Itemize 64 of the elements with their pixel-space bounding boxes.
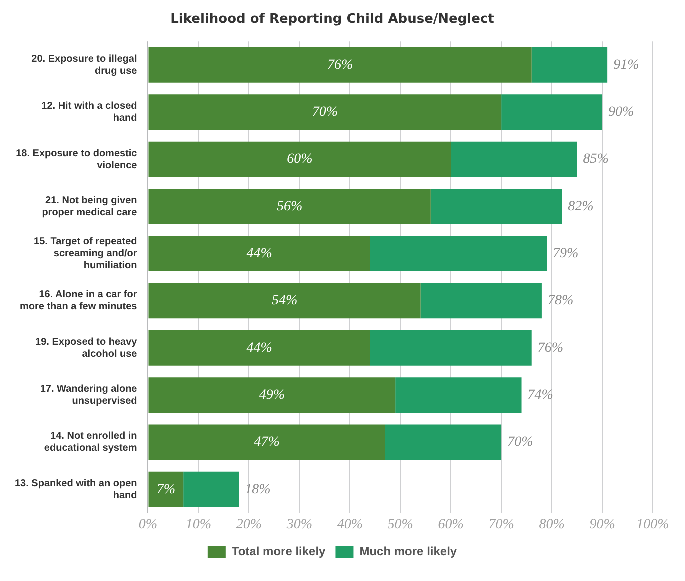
- bar: [148, 142, 452, 178]
- x-tick-label: 80%: [539, 517, 565, 532]
- y-tick-label: 14. Not enrolled in educational system: [44, 431, 138, 454]
- bar: [370, 330, 532, 366]
- x-tick-label: 20%: [236, 517, 262, 532]
- total-label: 82%: [568, 199, 594, 214]
- bar: [532, 47, 608, 83]
- bar: [148, 472, 184, 508]
- total-label: 70%: [508, 435, 534, 450]
- y-tick-label: 20. Exposure to illegal drug use: [32, 54, 138, 77]
- y-tick-label: 15. Target of repeated screaming and/or humiliation: [34, 236, 138, 272]
- total-label: 76%: [538, 340, 564, 356]
- data-label: 56%: [276, 199, 303, 214]
- legend-label: Much more likely: [360, 544, 458, 558]
- x-tick-label: 50%: [388, 517, 414, 532]
- total-label: 78%: [548, 294, 574, 309]
- total-label: 79%: [553, 246, 579, 262]
- bar: [148, 378, 396, 413]
- x-tick-label: 10%: [186, 517, 212, 532]
- total-label: 91%: [614, 58, 640, 73]
- bar: [148, 283, 421, 319]
- x-tick-label: 90%: [590, 517, 616, 532]
- bar: [385, 424, 502, 460]
- bar: [184, 472, 240, 508]
- x-tick-label: 70%: [488, 517, 514, 532]
- x-tick-label: 0%: [138, 517, 158, 532]
- data-label: 60%: [287, 152, 313, 168]
- bar: [396, 378, 522, 413]
- bar: [148, 94, 502, 130]
- data-label: 54%: [272, 294, 298, 309]
- bar: [502, 94, 603, 130]
- total-label: 74%: [528, 388, 554, 403]
- y-tick-label: 16. Alone in a car for more than a few minutes: [20, 290, 138, 313]
- data-label: 47%: [254, 435, 280, 450]
- data-label: 44%: [246, 246, 272, 262]
- data-label: 7%: [156, 482, 176, 498]
- data-label: 49%: [259, 388, 285, 403]
- y-tick-label: 12. Hit with a closed hand: [42, 101, 138, 124]
- data-label: 70%: [312, 105, 338, 120]
- bar: [148, 424, 386, 460]
- bar: [148, 330, 370, 366]
- x-tick-label: 30%: [286, 517, 313, 532]
- y-tick-label: 18. Exposure to domestic violence: [16, 148, 138, 172]
- bar: [430, 188, 562, 224]
- bar: [148, 236, 370, 272]
- x-tick-label: 100%: [636, 517, 670, 532]
- bar: [148, 47, 532, 83]
- chart-title: Likelihood of Reporting Child Abuse/Neglect: [170, 12, 494, 28]
- legend-label: Total more likely: [232, 544, 326, 558]
- total-label: 85%: [583, 152, 609, 168]
- y-tick-label: 21. Not being given proper medical care: [42, 195, 138, 218]
- data-label: 44%: [246, 340, 272, 356]
- y-tick-label: 19. Exposed to heavy alcohol use: [36, 336, 138, 360]
- bar: [148, 188, 431, 224]
- data-label: 76%: [327, 58, 354, 73]
- total-label: 90%: [608, 105, 634, 120]
- bar: [451, 142, 578, 178]
- total-label: 18%: [245, 482, 271, 498]
- x-tick-label: 60%: [438, 517, 464, 532]
- bar: [420, 283, 542, 319]
- x-tick-label: 40%: [337, 517, 363, 532]
- y-tick-label: 13. Spanked with an open hand: [14, 478, 138, 502]
- y-tick-label: 17. Wandering alone unsupervised: [40, 384, 138, 408]
- bar: [370, 236, 547, 272]
